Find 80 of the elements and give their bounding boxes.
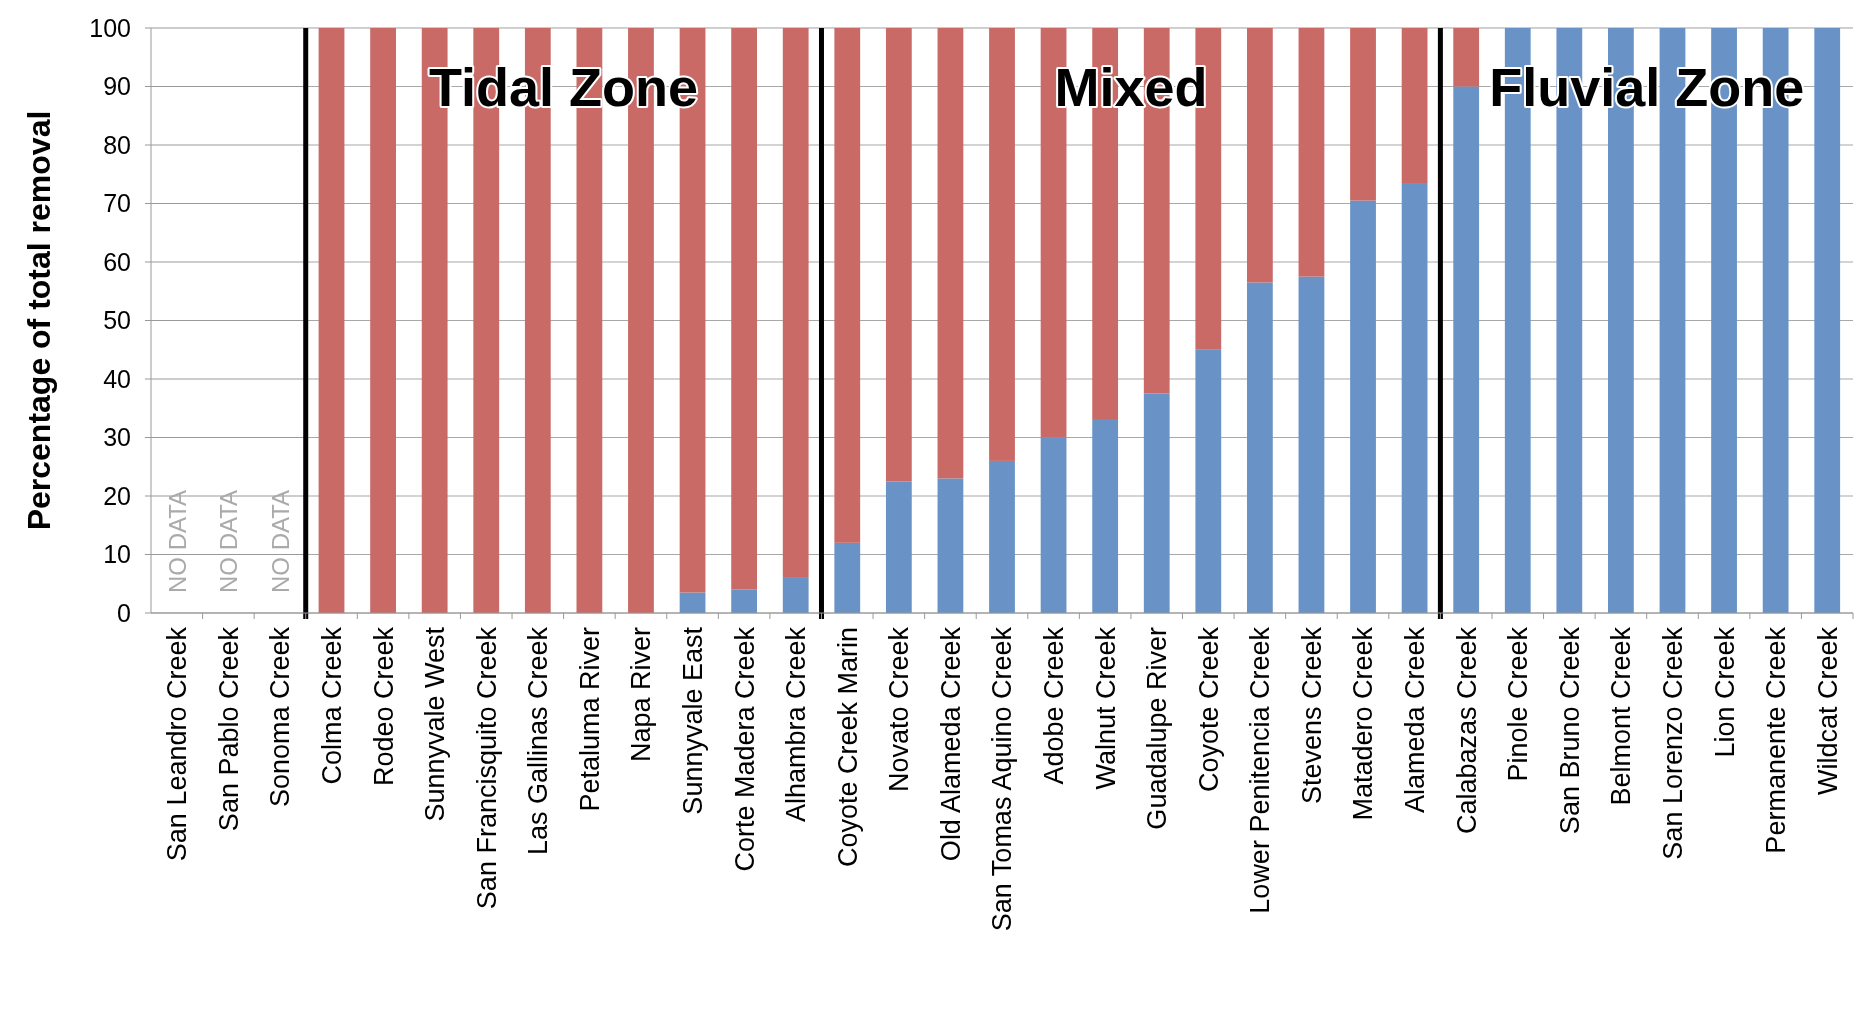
x-tick-label: Coyote Creek Marin — [832, 627, 863, 868]
x-tick-label: Belmont Creek — [1606, 626, 1637, 806]
bar — [834, 28, 861, 543]
x-tick-label: San Francisquito Creek — [471, 626, 502, 910]
x-tick-label: Matadero Creek — [1348, 626, 1379, 821]
text: NO DATA — [266, 489, 294, 593]
bar — [318, 28, 345, 613]
y-tick-label: 90 — [103, 72, 131, 101]
y-tick-label: 10 — [103, 540, 131, 569]
bar — [885, 28, 912, 482]
bar — [782, 28, 809, 578]
x-tick-label: Novato Creek — [884, 626, 915, 793]
bar — [1298, 28, 1325, 277]
bar — [1814, 28, 1841, 613]
bar — [989, 460, 1015, 613]
x-tick-label: San Bruno Creek — [1554, 626, 1585, 835]
bar — [937, 28, 964, 479]
x-tick-label: Old Alameda Creek — [935, 626, 966, 862]
x-tick-label: Rodeo Creek — [368, 626, 399, 787]
y-tick-label: 50 — [103, 306, 131, 335]
bar — [1092, 419, 1119, 613]
y-tick-label: 0 — [117, 598, 131, 627]
x-tick-label: Walnut Creek — [1090, 626, 1121, 790]
bar — [679, 592, 706, 613]
bar — [1401, 183, 1428, 613]
y-tick-label: 40 — [103, 364, 131, 393]
x-tick-label: Wildcat Creek — [1812, 626, 1843, 796]
x-tick-label: San Tomas Aquino Creek — [987, 626, 1018, 932]
band-label: Fluvial Zone — [1489, 56, 1805, 117]
y-tick-label: 70 — [103, 189, 131, 218]
y-tick-label: 20 — [103, 481, 131, 510]
bar — [885, 481, 912, 613]
bar — [1350, 28, 1376, 201]
x-tick-label: Guadalupe River — [1142, 627, 1173, 830]
x-tick-label: Calabazas Creek — [1451, 626, 1482, 835]
y-tick-label: 100 — [89, 13, 131, 42]
x-tick-label: Lion Creek — [1709, 626, 1740, 758]
y-tick-label: 30 — [103, 423, 131, 452]
bar — [1453, 28, 1480, 87]
bar — [1350, 200, 1376, 613]
bar — [731, 28, 758, 590]
x-tick-label: Permanente Creek — [1761, 626, 1792, 854]
x-tick-label: Lower Penitencia Creek — [1245, 626, 1276, 914]
x-tick-label: Pinole Creek — [1503, 626, 1534, 782]
x-tick-label: Alameda Creek — [1400, 626, 1431, 814]
text: NO DATA — [163, 489, 191, 593]
x-tick-label: San Pablo Creek — [213, 626, 244, 832]
x-tick-label: Napa River — [626, 627, 657, 763]
x-tick-label: Coyote Creek — [1193, 626, 1224, 793]
bar — [834, 542, 861, 613]
bar — [1246, 28, 1273, 283]
band-label: Mixed — [1054, 56, 1208, 117]
x-tick-label: Stevens Creek — [1296, 626, 1327, 805]
y-axis-title: Percentage of total removal — [21, 110, 57, 531]
y-tick-label: 60 — [103, 247, 131, 276]
bar — [1298, 276, 1325, 613]
x-tick-label: Sunnyvale East — [678, 626, 708, 815]
bar — [370, 28, 396, 613]
text: NO DATA — [215, 489, 243, 593]
bar — [1401, 28, 1428, 184]
x-tick-label: Colma Creek — [316, 626, 347, 785]
bar — [1040, 437, 1067, 613]
bar — [1195, 349, 1222, 613]
x-tick-label: Adobe Creek — [1039, 626, 1070, 785]
y-tick-label: 80 — [103, 130, 131, 159]
bar — [731, 589, 758, 613]
bar — [1453, 86, 1480, 613]
x-tick-label: Sunnyvale West — [420, 626, 451, 822]
bar — [989, 28, 1015, 461]
x-tick-label: Petaluma River — [574, 627, 605, 812]
bar — [1246, 282, 1273, 613]
x-tick-label: San Lorenzo Creek — [1657, 626, 1688, 860]
bar — [937, 478, 964, 613]
x-tick-label: Alhambra Creek — [781, 626, 812, 823]
x-tick-label: Las Gallinas Creek — [523, 626, 554, 856]
x-tick-label: Sonoma Creek — [265, 626, 296, 808]
bar — [1143, 393, 1170, 613]
x-tick-label: San Leandro Creek — [162, 626, 193, 862]
x-tick-label: Corte Madera Creek — [729, 626, 760, 872]
bar — [782, 577, 809, 613]
